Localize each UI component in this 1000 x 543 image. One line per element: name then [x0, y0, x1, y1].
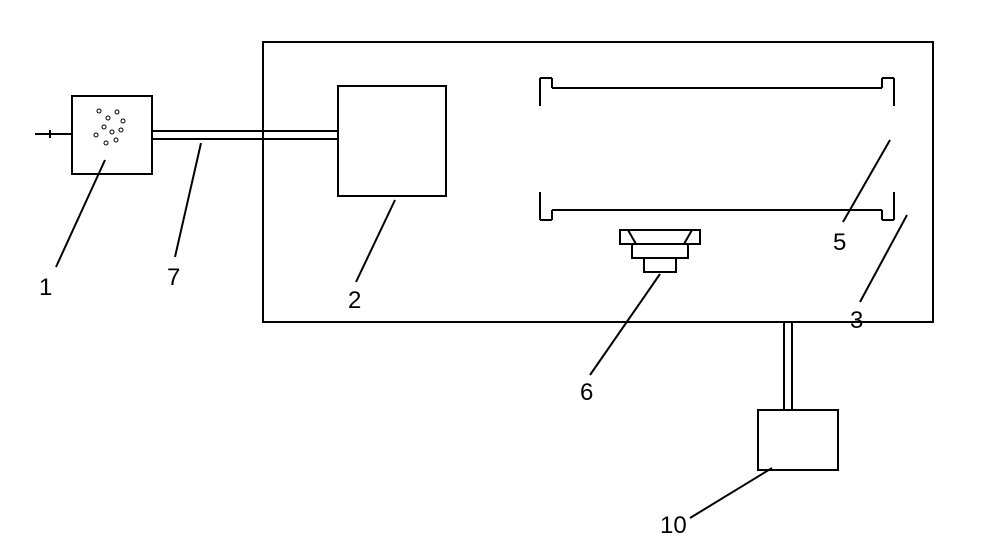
- particle-dot: [119, 128, 123, 132]
- particle-dot: [97, 109, 101, 113]
- leader-line-7: [175, 143, 201, 257]
- particle-dot: [106, 116, 110, 120]
- particle-dot: [115, 110, 119, 114]
- label-1: 1: [39, 274, 52, 301]
- box-2: [338, 86, 446, 196]
- pump-inner-trap: [628, 230, 692, 244]
- leader-line-6: [590, 274, 660, 375]
- leader-line-10: [690, 468, 772, 518]
- label-6: 6: [580, 379, 593, 406]
- box-10: [758, 410, 838, 470]
- label-5: 5: [833, 229, 846, 256]
- pump-tier: [632, 244, 688, 258]
- pump-tier: [644, 258, 676, 272]
- main-enclosure: [263, 42, 933, 322]
- label-7: 7: [167, 264, 180, 291]
- particle-dot: [104, 141, 108, 145]
- label-2: 2: [348, 287, 361, 314]
- pump-stack: [620, 230, 700, 272]
- trap-assembly: [540, 78, 894, 220]
- label-10: 10: [660, 512, 687, 539]
- leader-line-2: [356, 200, 395, 282]
- particle-dots: [94, 109, 125, 145]
- particle-dot: [94, 133, 98, 137]
- leader-lines: [56, 140, 907, 518]
- label-3: 3: [850, 307, 863, 334]
- particle-dot: [102, 125, 106, 129]
- particle-dot: [110, 130, 114, 134]
- schematic-diagram: 1 7 2 6 3 5 10: [0, 0, 1000, 543]
- source-box: [72, 96, 152, 174]
- particle-dot: [114, 138, 118, 142]
- particle-dot: [121, 119, 125, 123]
- leader-line-3: [860, 215, 907, 302]
- leader-line-1: [56, 160, 105, 267]
